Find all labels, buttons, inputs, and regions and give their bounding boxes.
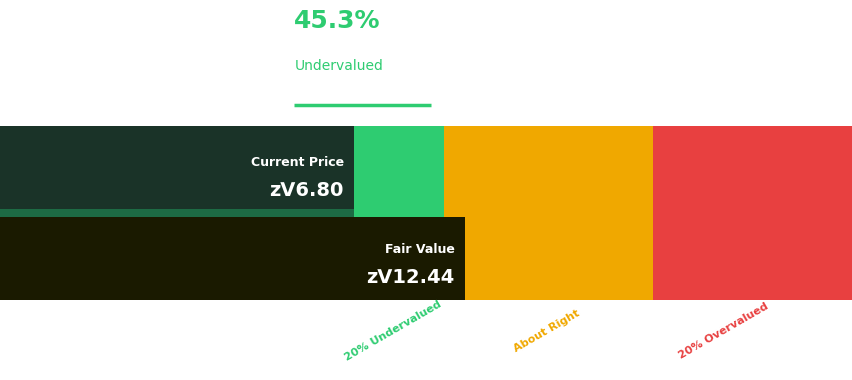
Text: About Right: About Right (511, 308, 581, 354)
Bar (0, 126, 354, 300)
Bar (652, 126, 852, 300)
FancyBboxPatch shape (0, 126, 354, 209)
Text: Current Price: Current Price (250, 156, 343, 169)
Text: 45.3%: 45.3% (294, 9, 380, 33)
Text: zᐯ6.80: zᐯ6.80 (269, 180, 343, 200)
Text: 20% Undervalued: 20% Undervalued (343, 299, 443, 363)
Text: zᐯ12.44: zᐯ12.44 (366, 268, 454, 287)
FancyBboxPatch shape (0, 217, 464, 300)
Bar (354, 126, 443, 300)
Bar (443, 126, 652, 300)
Text: Undervalued: Undervalued (294, 59, 383, 73)
Text: 20% Overvalued: 20% Overvalued (676, 301, 769, 361)
Text: Fair Value: Fair Value (384, 243, 454, 256)
